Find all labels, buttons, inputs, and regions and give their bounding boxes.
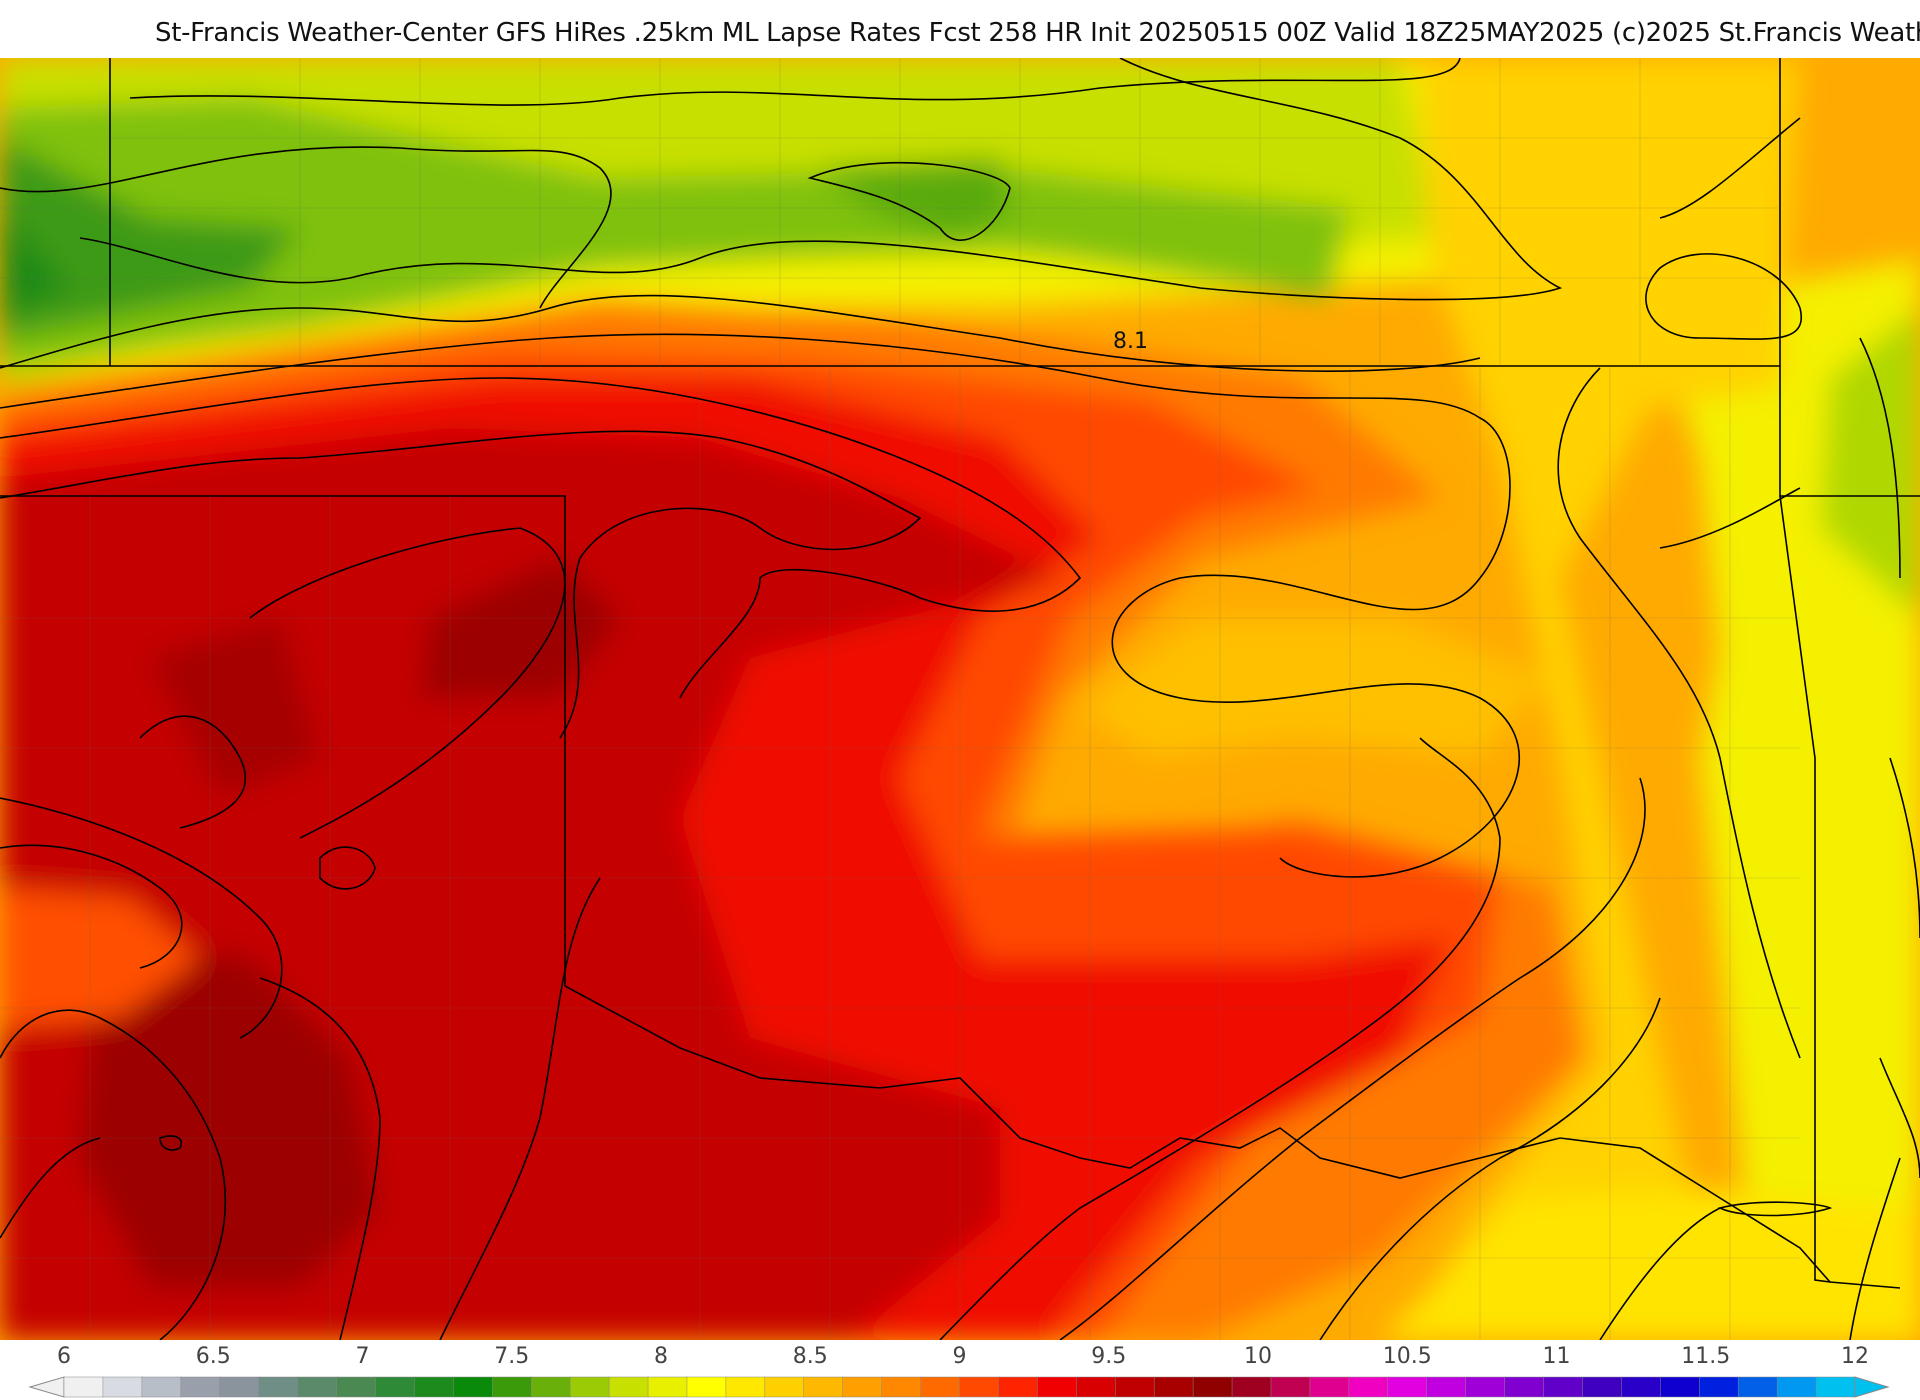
colorbar-swatch — [1465, 1376, 1506, 1398]
colorbar-swatch — [180, 1376, 221, 1398]
colorbar-swatch — [414, 1376, 455, 1398]
field-center-yellow-orange — [1080, 618, 1550, 758]
colorbar-swatch — [920, 1376, 961, 1398]
colorbar-label-10: 10 — [1244, 1344, 1272, 1369]
field-north-darkgreen2 — [0, 208, 70, 318]
contour-label-8-1: 8.1 — [1113, 329, 1148, 354]
colorbar-swatch — [1114, 1376, 1155, 1398]
colorbar-label-11-5: 11.5 — [1681, 1344, 1731, 1369]
colorbar-label-9-5: 9.5 — [1091, 1344, 1127, 1369]
state-borders — [0, 58, 1920, 1289]
colorbar-swatch — [1270, 1376, 1311, 1398]
colorbar-swatch — [959, 1376, 1000, 1398]
field-green-patch-center — [820, 158, 1010, 238]
colorbar-label-8: 8 — [654, 1344, 668, 1369]
colorbar-swatch — [375, 1376, 416, 1398]
colorbar-swatch — [141, 1376, 182, 1398]
colorbar-swatch — [102, 1376, 143, 1398]
colorbar-label-7-5: 7.5 — [494, 1344, 530, 1369]
map-title: St-Francis Weather-Center GFS HiRes .25k… — [155, 18, 1920, 48]
field-maroon-west — [80, 938, 380, 1288]
colorbar-swatch — [492, 1376, 532, 1398]
colorbar-arrow-low — [28, 1376, 65, 1398]
colorbar-swatch — [219, 1376, 260, 1398]
colorbar-label-12: 12 — [1841, 1344, 1869, 1369]
colorbar-swatch — [1621, 1376, 1662, 1398]
colorbar-swatch — [1309, 1376, 1350, 1398]
colorbar-swatch — [1037, 1376, 1078, 1398]
field-north-green — [0, 98, 1350, 368]
colorbar-swatch — [686, 1376, 727, 1398]
colorbar-swatch — [453, 1376, 494, 1398]
contour-lines — [0, 58, 1920, 1340]
colorbar-label-11: 11 — [1542, 1344, 1571, 1369]
colorbar-swatch — [63, 1376, 104, 1398]
colorbar-swatch — [530, 1376, 571, 1398]
colorbar-swatch — [1582, 1376, 1623, 1398]
colorbar-strip — [28, 1376, 1890, 1398]
field-north-darkgreen — [0, 138, 300, 338]
colorbar-label-6-5: 6.5 — [195, 1344, 231, 1369]
colorbar-swatch — [1192, 1376, 1233, 1398]
colorbar-swatch — [1776, 1376, 1817, 1398]
colorbar: 6 6.5 7 7.5 8 8.5 9 9.5 10 10.5 11 11.5 12 — [0, 1340, 1920, 1400]
colorbar-swatch — [1348, 1376, 1389, 1398]
colorbar-label-10-5: 10.5 — [1382, 1344, 1432, 1369]
title-bar: St-Francis Weather-Center GFS HiRes .25k… — [0, 0, 1920, 58]
colorbar-swatch — [998, 1376, 1039, 1398]
colorbar-swatch — [1504, 1376, 1545, 1398]
colorbar-swatch — [1699, 1376, 1739, 1398]
colorbar-swatch — [1231, 1376, 1272, 1398]
colorbar-label-6: 6 — [57, 1344, 71, 1369]
field-east-green — [1820, 308, 1920, 618]
colorbar-swatch — [881, 1376, 922, 1398]
lapse-rate-map[interactable]: 8.1 — [0, 58, 1920, 1340]
field-maroon-west2 — [150, 618, 320, 798]
colorbar-swatch — [803, 1376, 844, 1398]
field-maroon-center — [420, 558, 620, 698]
field-east-yellow-orange — [1400, 58, 1800, 1340]
colorbar-arrow-high — [1854, 1376, 1890, 1398]
colorbar-swatch — [842, 1376, 883, 1398]
field-southeast-yellow — [1380, 1188, 1920, 1340]
colorbar-label-7: 7 — [355, 1344, 370, 1369]
colorbar-swatch — [569, 1376, 610, 1398]
county-lines — [0, 58, 1800, 1340]
colorbar-swatch — [608, 1376, 649, 1398]
colorbar-swatch — [336, 1376, 377, 1398]
colorbar-swatch — [1426, 1376, 1467, 1398]
colorbar-swatch — [725, 1376, 766, 1398]
colorbar-swatch — [1387, 1376, 1428, 1398]
colorbar-label-8-5: 8.5 — [792, 1344, 828, 1369]
colorbar-swatch — [1737, 1376, 1778, 1398]
colorbar-swatch — [1153, 1376, 1194, 1398]
colorbar-swatch — [1660, 1376, 1701, 1398]
colorbar-swatch — [1076, 1376, 1116, 1398]
colorbar-swatch — [1543, 1376, 1584, 1398]
colorbar-swatch — [764, 1376, 805, 1398]
field-west-redorange — [0, 888, 200, 1028]
colorbar-label-9: 9 — [952, 1344, 967, 1369]
colorbar-swatch — [1815, 1376, 1856, 1398]
colorbar-swatch — [258, 1376, 299, 1398]
colorbar-swatch — [647, 1376, 688, 1398]
colorbar-swatch — [297, 1376, 338, 1398]
